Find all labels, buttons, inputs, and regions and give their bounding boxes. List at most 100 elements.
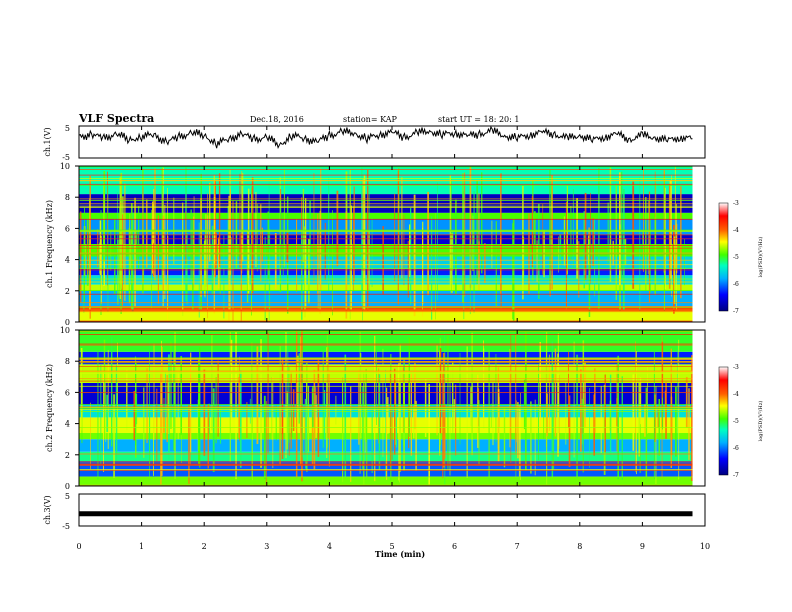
spectrogram-streak bbox=[364, 373, 366, 453]
spectrogram-streak bbox=[413, 194, 416, 317]
spectrogram-streak bbox=[135, 356, 136, 446]
spectrogram-streak bbox=[282, 212, 284, 276]
ch2-colorbar-label: log(PSD)(V²/Hz) bbox=[757, 401, 764, 442]
spectrogram-streak bbox=[565, 201, 567, 310]
spectrogram-line bbox=[79, 229, 693, 231]
spectrogram-streak bbox=[619, 172, 621, 286]
spectrogram-streak bbox=[473, 191, 475, 313]
spectrogram-streak bbox=[188, 405, 190, 484]
spectrogram-streak bbox=[639, 393, 641, 473]
spectrogram-streak bbox=[669, 180, 672, 279]
spectrogram-streak bbox=[495, 221, 497, 306]
spectrogram-streak bbox=[272, 376, 274, 469]
colorbar-tick-label: -3 bbox=[733, 364, 739, 371]
spectrogram-streak bbox=[118, 213, 120, 296]
spectrogram-streak bbox=[471, 332, 473, 456]
spectrogram-streak bbox=[305, 198, 307, 307]
spectrogram-streak bbox=[573, 341, 575, 458]
spectrogram-streak bbox=[649, 219, 651, 293]
spectrogram-line bbox=[79, 359, 693, 360]
spectrogram-streak bbox=[636, 351, 637, 475]
spectrogram-streak bbox=[503, 407, 506, 468]
spectrogram-streak bbox=[218, 173, 221, 267]
spectrogram-streak bbox=[563, 216, 566, 266]
spectrogram-streak bbox=[538, 364, 539, 461]
spectrogram-streak bbox=[208, 403, 210, 435]
spectrogram-streak bbox=[653, 350, 655, 479]
spectrogram-line bbox=[79, 361, 693, 363]
spectrogram-streak bbox=[469, 242, 471, 315]
spectrogram-line bbox=[79, 218, 693, 220]
spectrogram-streak bbox=[428, 384, 430, 486]
spectrogram-band bbox=[79, 330, 693, 352]
spectrogram-streak bbox=[410, 372, 412, 456]
spectrogram-streak bbox=[382, 348, 384, 457]
x-axis: 0 1 2 3 4 5 6 7 8 9 10 bbox=[76, 126, 710, 551]
spectrogram-streak bbox=[229, 169, 231, 313]
spectrogram-streak bbox=[536, 240, 538, 282]
spectrogram-streak bbox=[134, 197, 136, 307]
spectrogram-streak bbox=[344, 354, 347, 478]
spectrogram-streak bbox=[263, 395, 266, 480]
spectrogram-streak bbox=[582, 340, 585, 435]
spectrogram-streak bbox=[365, 368, 367, 443]
spectrogram-streak bbox=[497, 389, 500, 462]
spectrogram-streak bbox=[90, 233, 91, 309]
spectrogram-line bbox=[79, 461, 693, 463]
spectrogram-streak bbox=[387, 397, 389, 434]
spectrogram-line bbox=[79, 293, 693, 295]
spectrogram-streak bbox=[462, 173, 464, 303]
spectrogram-streak bbox=[84, 208, 85, 302]
spectrogram-streak bbox=[403, 214, 405, 286]
spectrogram-streak bbox=[353, 206, 354, 292]
colorbar-tick-label: -4 bbox=[733, 227, 739, 234]
spectrogram-streak bbox=[522, 185, 524, 300]
spectrogram-streak bbox=[297, 355, 299, 432]
spectrogram-streak bbox=[363, 371, 365, 485]
spectrogram-streak bbox=[279, 201, 282, 293]
spectrogram-streak bbox=[99, 242, 100, 274]
spectrogram-streak bbox=[581, 398, 583, 445]
spectrogram-streak bbox=[680, 186, 682, 299]
ch1-colorbar-label: log(PSD)(V²/Hz) bbox=[757, 237, 764, 278]
spectrogram-streak bbox=[319, 210, 321, 315]
spectrogram-line bbox=[79, 245, 693, 246]
spectrogram-line bbox=[79, 307, 693, 309]
spectrogram-streak bbox=[113, 394, 115, 478]
spectrogram-streak bbox=[103, 339, 106, 437]
spectrogram-line bbox=[79, 290, 693, 291]
spectrogram-streak bbox=[542, 204, 544, 275]
x-tick-label: 10 bbox=[700, 542, 710, 551]
spectrogram-streak bbox=[654, 217, 656, 295]
spectrogram-line bbox=[79, 404, 693, 405]
spectrogram-streak bbox=[153, 343, 155, 440]
spectrogram-streak bbox=[246, 231, 249, 303]
spectrogram-streak bbox=[371, 406, 373, 473]
spectrogram-streak bbox=[296, 219, 298, 292]
spectrogram-line bbox=[79, 463, 693, 465]
spectrogram-streak bbox=[403, 371, 405, 471]
spectrogram-streak bbox=[174, 332, 176, 479]
spectrogram-streak bbox=[285, 332, 287, 459]
spectrogram-streak bbox=[580, 369, 582, 452]
spectrogram-streak bbox=[251, 342, 253, 479]
spectrogram-streak bbox=[227, 206, 230, 282]
spectrogram-line bbox=[79, 470, 693, 471]
spectrogram-streak bbox=[632, 374, 635, 451]
spectrogram-band bbox=[79, 166, 693, 195]
spectrogram-streak bbox=[385, 369, 386, 478]
spectrogram-band bbox=[79, 476, 693, 486]
spectrogram-streak bbox=[410, 208, 412, 305]
spectrogram-streak bbox=[105, 383, 107, 442]
spectrogram-streak bbox=[190, 352, 192, 453]
spectrogram-streak bbox=[117, 239, 119, 305]
spectrogram-streak bbox=[304, 226, 306, 318]
spectrogram-streak bbox=[153, 189, 155, 277]
spectrogram-line bbox=[79, 409, 693, 410]
spectrogram-streak bbox=[241, 171, 243, 274]
spectrogram-line bbox=[79, 169, 693, 170]
spectrogram-streak bbox=[275, 405, 277, 441]
spectrogram-streak bbox=[394, 193, 396, 282]
spectrogram-streak bbox=[219, 242, 221, 295]
spectrogram-streak bbox=[394, 380, 397, 445]
